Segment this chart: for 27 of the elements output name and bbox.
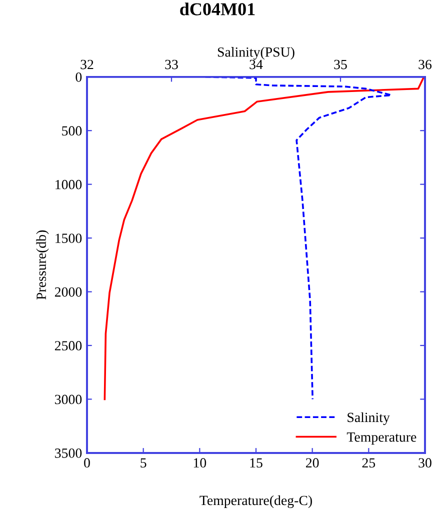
x-tick-label: 0 bbox=[84, 458, 90, 468]
y-tick-label: 1000 bbox=[56, 180, 82, 190]
chart-title: dC04M01 bbox=[180, 2, 255, 16]
x-tick-label: 10 bbox=[194, 458, 206, 468]
x2-tick-label: 35 bbox=[334, 60, 347, 70]
x-tick-label: 30 bbox=[418, 458, 432, 468]
x-tick-label: 20 bbox=[306, 458, 319, 468]
x2-tick-label: 36 bbox=[418, 60, 432, 70]
y-tick-label: 3500 bbox=[55, 448, 82, 458]
y-tick-label: 3000 bbox=[55, 394, 82, 404]
legend-label: Salinity bbox=[348, 412, 390, 425]
x2-tick-label: 34 bbox=[250, 60, 263, 70]
x-tick-label: 15 bbox=[250, 458, 262, 468]
x2-tick-label: 33 bbox=[165, 60, 178, 70]
x2-tick-label: 32 bbox=[80, 60, 94, 70]
y-axis-title: Pressure(db) bbox=[36, 230, 49, 300]
x-tick-label: 25 bbox=[362, 458, 376, 468]
line-series bbox=[104, 76, 425, 400]
legend-label: Temperature bbox=[346, 432, 416, 445]
y-tick-label: 500 bbox=[62, 126, 82, 136]
y-tick-label: 2500 bbox=[54, 341, 82, 350]
y-tick-label: 0 bbox=[76, 72, 82, 82]
y-tick-label: 2000 bbox=[54, 287, 82, 297]
x-axis-title: Temperature(deg-C) bbox=[200, 495, 312, 508]
x-tick-label: 5 bbox=[140, 458, 146, 468]
x2-axis-title: Salinity(PSU) bbox=[218, 47, 294, 60]
y-tick-label: 1500 bbox=[56, 234, 82, 243]
